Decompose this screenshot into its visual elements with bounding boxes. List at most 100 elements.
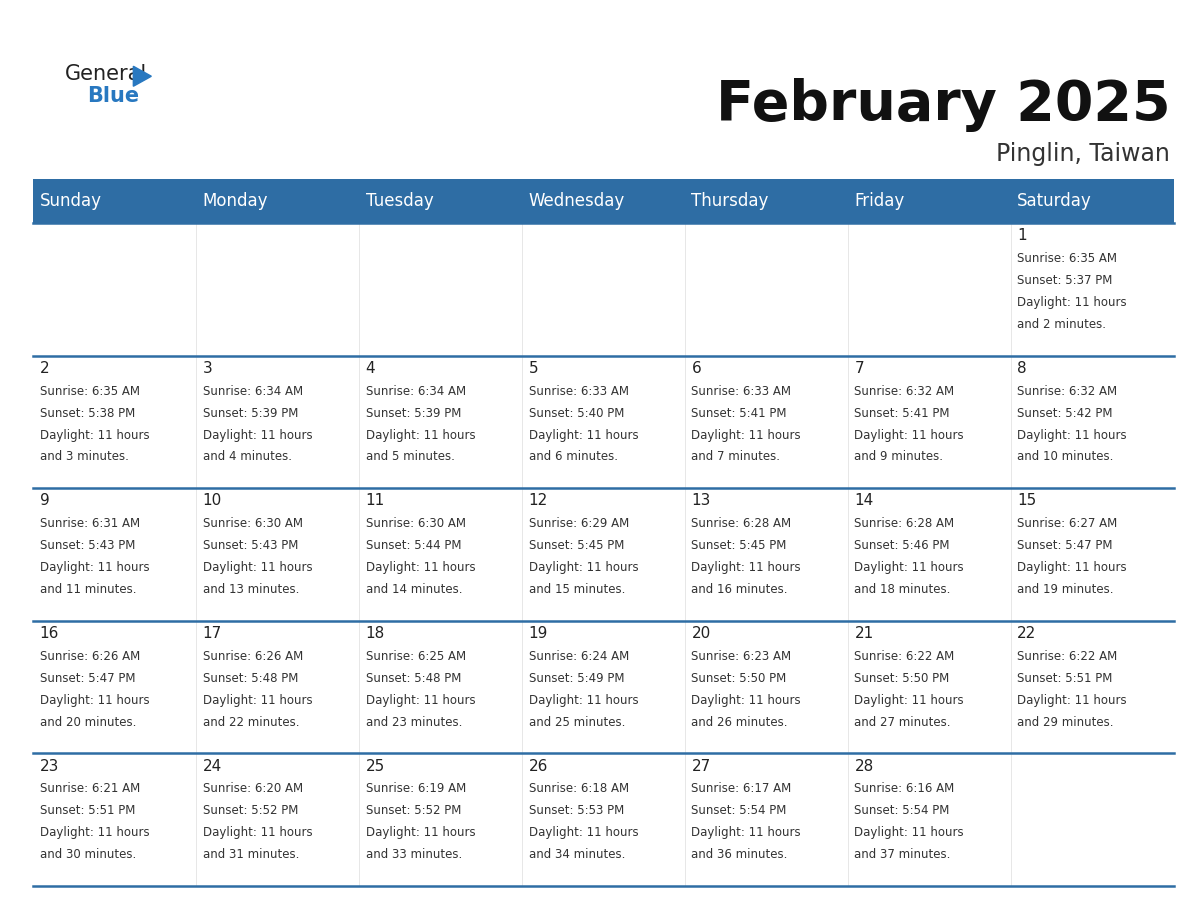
Text: Sunrise: 6:25 AM: Sunrise: 6:25 AM (366, 650, 466, 663)
Bar (1011, 179, 1174, 223)
Text: Sunset: 5:51 PM: Sunset: 5:51 PM (39, 804, 135, 817)
Text: and 29 minutes.: and 29 minutes. (1017, 715, 1114, 729)
Bar (196, 488, 359, 621)
Text: and 10 minutes.: and 10 minutes. (1017, 451, 1113, 464)
Text: and 9 minutes.: and 9 minutes. (854, 451, 943, 464)
Text: Daylight: 11 hours: Daylight: 11 hours (39, 429, 150, 442)
Text: Sunday: Sunday (39, 192, 102, 210)
Text: Sunrise: 6:34 AM: Sunrise: 6:34 AM (366, 385, 466, 397)
Text: 5: 5 (529, 361, 538, 376)
Text: Pinglin, Taiwan: Pinglin, Taiwan (997, 142, 1170, 166)
Text: Sunset: 5:49 PM: Sunset: 5:49 PM (529, 672, 624, 685)
Text: and 30 minutes.: and 30 minutes. (39, 848, 137, 861)
Text: Daylight: 11 hours: Daylight: 11 hours (366, 429, 475, 442)
Bar (685, 355, 848, 488)
Text: and 33 minutes.: and 33 minutes. (366, 848, 462, 861)
Text: 9: 9 (39, 494, 50, 509)
Text: Sunrise: 6:22 AM: Sunrise: 6:22 AM (1017, 650, 1118, 663)
Bar (685, 223, 848, 355)
Bar (1011, 621, 1174, 754)
Bar (848, 179, 1011, 223)
Bar (359, 488, 522, 621)
Text: Sunset: 5:52 PM: Sunset: 5:52 PM (366, 804, 461, 817)
Text: Sunrise: 6:27 AM: Sunrise: 6:27 AM (1017, 518, 1118, 531)
Text: and 26 minutes.: and 26 minutes. (691, 715, 788, 729)
Text: Sunset: 5:53 PM: Sunset: 5:53 PM (529, 804, 624, 817)
Text: Thursday: Thursday (691, 192, 769, 210)
Text: Daylight: 11 hours: Daylight: 11 hours (691, 826, 801, 839)
Text: and 15 minutes.: and 15 minutes. (529, 583, 625, 596)
Text: Sunrise: 6:33 AM: Sunrise: 6:33 AM (691, 385, 791, 397)
Bar (848, 621, 1011, 754)
Text: Sunrise: 6:21 AM: Sunrise: 6:21 AM (39, 782, 140, 796)
Text: Sunset: 5:51 PM: Sunset: 5:51 PM (1017, 672, 1113, 685)
Text: Sunset: 5:42 PM: Sunset: 5:42 PM (1017, 407, 1113, 420)
Text: Sunrise: 6:17 AM: Sunrise: 6:17 AM (691, 782, 791, 796)
Text: 8: 8 (1017, 361, 1026, 376)
Bar (359, 179, 522, 223)
Text: and 2 minutes.: and 2 minutes. (1017, 318, 1106, 330)
Text: Sunrise: 6:26 AM: Sunrise: 6:26 AM (39, 650, 140, 663)
Text: and 37 minutes.: and 37 minutes. (854, 848, 950, 861)
Bar (196, 355, 359, 488)
Text: Sunrise: 6:33 AM: Sunrise: 6:33 AM (529, 385, 628, 397)
Text: Sunrise: 6:30 AM: Sunrise: 6:30 AM (366, 518, 466, 531)
Text: Sunrise: 6:28 AM: Sunrise: 6:28 AM (854, 518, 954, 531)
Text: 14: 14 (854, 494, 873, 509)
Text: Sunset: 5:43 PM: Sunset: 5:43 PM (39, 539, 135, 553)
Bar (848, 754, 1011, 886)
Text: and 11 minutes.: and 11 minutes. (39, 583, 137, 596)
Text: Sunrise: 6:23 AM: Sunrise: 6:23 AM (691, 650, 791, 663)
Text: Sunset: 5:39 PM: Sunset: 5:39 PM (366, 407, 461, 420)
Bar (359, 621, 522, 754)
Text: and 25 minutes.: and 25 minutes. (529, 715, 625, 729)
Bar (522, 621, 685, 754)
Text: Sunset: 5:40 PM: Sunset: 5:40 PM (529, 407, 624, 420)
Bar (848, 223, 1011, 355)
Text: Daylight: 11 hours: Daylight: 11 hours (691, 561, 801, 574)
Bar (522, 488, 685, 621)
Text: Daylight: 11 hours: Daylight: 11 hours (366, 561, 475, 574)
Bar (196, 754, 359, 886)
Text: Daylight: 11 hours: Daylight: 11 hours (203, 561, 312, 574)
Text: Sunrise: 6:22 AM: Sunrise: 6:22 AM (854, 650, 955, 663)
Text: Sunrise: 6:31 AM: Sunrise: 6:31 AM (39, 518, 140, 531)
Text: Daylight: 11 hours: Daylight: 11 hours (39, 694, 150, 707)
Text: Sunrise: 6:19 AM: Sunrise: 6:19 AM (366, 782, 466, 796)
Bar (522, 754, 685, 886)
Text: Daylight: 11 hours: Daylight: 11 hours (1017, 296, 1127, 309)
Text: 17: 17 (203, 626, 222, 641)
Text: Daylight: 11 hours: Daylight: 11 hours (529, 429, 638, 442)
Bar (522, 223, 685, 355)
Text: Sunset: 5:37 PM: Sunset: 5:37 PM (1017, 274, 1113, 287)
Text: 6: 6 (691, 361, 701, 376)
Bar (33, 621, 196, 754)
Text: and 22 minutes.: and 22 minutes. (203, 715, 299, 729)
Text: 11: 11 (366, 494, 385, 509)
Bar (196, 179, 359, 223)
Bar (196, 223, 359, 355)
Text: and 18 minutes.: and 18 minutes. (854, 583, 950, 596)
Text: 26: 26 (529, 758, 548, 774)
Text: and 19 minutes.: and 19 minutes. (1017, 583, 1114, 596)
Bar (359, 754, 522, 886)
Text: Sunset: 5:54 PM: Sunset: 5:54 PM (691, 804, 786, 817)
Text: Sunrise: 6:32 AM: Sunrise: 6:32 AM (1017, 385, 1118, 397)
Text: Daylight: 11 hours: Daylight: 11 hours (1017, 694, 1127, 707)
Text: and 23 minutes.: and 23 minutes. (366, 715, 462, 729)
Bar (33, 355, 196, 488)
Text: Sunset: 5:38 PM: Sunset: 5:38 PM (39, 407, 135, 420)
Bar (848, 488, 1011, 621)
Text: 12: 12 (529, 494, 548, 509)
Text: February 2025: February 2025 (715, 78, 1170, 132)
Text: Sunset: 5:52 PM: Sunset: 5:52 PM (203, 804, 298, 817)
Text: and 13 minutes.: and 13 minutes. (203, 583, 299, 596)
Text: and 31 minutes.: and 31 minutes. (203, 848, 299, 861)
Text: Sunset: 5:47 PM: Sunset: 5:47 PM (1017, 539, 1113, 553)
Text: Tuesday: Tuesday (366, 192, 434, 210)
Text: 23: 23 (39, 758, 59, 774)
Bar (1011, 754, 1174, 886)
Text: 22: 22 (1017, 626, 1037, 641)
Bar (1011, 488, 1174, 621)
Bar (33, 223, 196, 355)
